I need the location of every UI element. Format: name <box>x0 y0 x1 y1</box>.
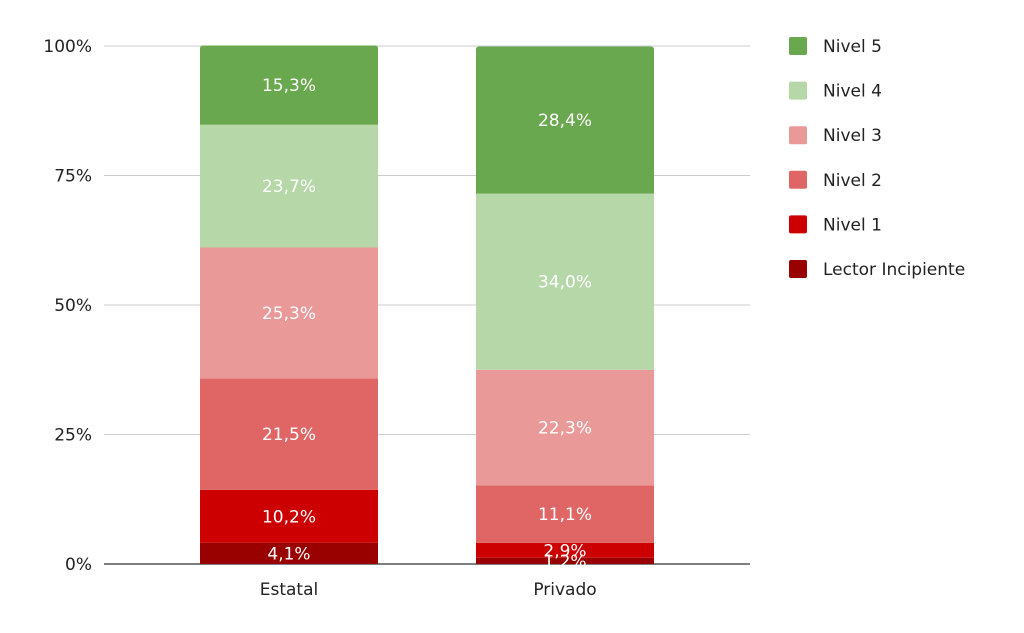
legend-swatch <box>789 81 807 100</box>
data-label: 21,5% <box>262 425 316 445</box>
legend-label: Nivel 5 <box>823 37 882 57</box>
data-label: 4,1% <box>267 544 310 564</box>
bar-segment <box>200 124 378 248</box>
y-tick-label: 25% <box>54 426 92 446</box>
data-label: 15,3% <box>262 76 316 96</box>
data-label: 23,7% <box>262 177 316 197</box>
legend-swatch <box>789 126 807 145</box>
legend: Nivel 5 Nivel 4 Nivel 3 Nivel 2 Nivel 1 Lecto… <box>789 37 965 280</box>
x-axis-category-labels: Estatal Privado <box>260 580 597 600</box>
bar-segment <box>200 45 378 125</box>
bar-segment <box>476 193 654 370</box>
bar-segment <box>476 557 654 564</box>
legend-swatch <box>789 170 807 189</box>
bar-segment <box>476 485 654 543</box>
legend-label: Nivel 4 <box>823 82 882 102</box>
data-label: 34,0% <box>538 273 592 293</box>
bar-segment <box>476 542 654 558</box>
legend-label: Lector Incipiente <box>823 260 965 280</box>
legend-label: Nivel 2 <box>823 171 882 191</box>
y-tick-label: 75% <box>54 167 92 187</box>
bar-segment <box>476 46 654 194</box>
legend-swatch <box>789 260 807 278</box>
x-category-label: Estatal <box>260 580 319 600</box>
legend-label: Nivel 3 <box>823 126 882 146</box>
legend-label: Nivel 1 <box>823 215 882 235</box>
legend-swatch <box>789 37 807 55</box>
data-label: 28,4% <box>538 111 592 131</box>
bar-segment <box>200 378 378 490</box>
bar-segment <box>200 489 378 543</box>
x-category-label: Privado <box>533 580 596 600</box>
data-labels: 4,1% 10,2% 21,5% 25,3% 23,7% 15,3% 1,2%2,9% 11,… <box>262 76 592 572</box>
legend-swatch <box>789 215 807 234</box>
y-tick-label: 100% <box>43 37 92 57</box>
data-label: 25,3% <box>262 304 316 324</box>
data-label: 2,9% <box>543 541 586 561</box>
data-label: 10,2% <box>262 507 316 527</box>
data-label: 1,2% <box>543 552 586 572</box>
bar-segment <box>200 247 378 379</box>
bars <box>200 45 654 564</box>
y-tick-label: 50% <box>54 296 92 316</box>
bar-segment <box>476 369 654 486</box>
data-label: 11,1% <box>538 505 592 525</box>
bar-segment <box>200 542 378 564</box>
data-label: 22,3% <box>538 419 592 439</box>
y-axis-tick-labels: 0% 25% 50% 75% 100% <box>43 37 92 575</box>
y-tick-label: 0% <box>65 555 92 575</box>
